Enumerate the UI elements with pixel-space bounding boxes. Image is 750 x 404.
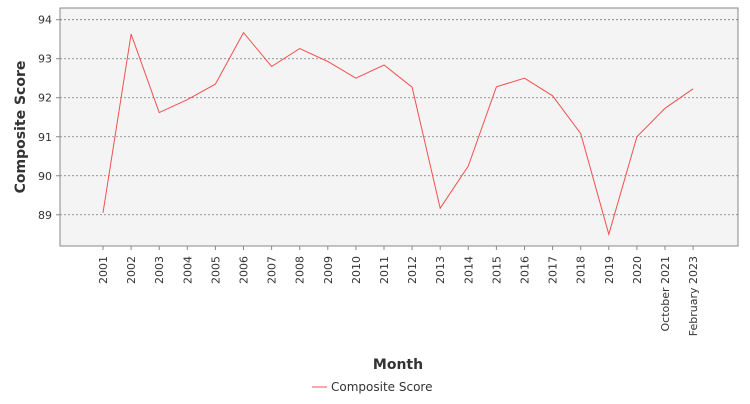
series-line-composite-score — [102, 31, 694, 237]
x-tick-label: 2013 — [434, 256, 447, 284]
x-tick-label: 2001 — [97, 256, 110, 284]
x-tick-label: 2005 — [209, 256, 222, 284]
data-point — [298, 47, 301, 50]
data-point — [495, 85, 498, 88]
data-point — [551, 94, 554, 97]
gridlines — [60, 19, 738, 216]
x-tick-label: February 2023 — [687, 256, 700, 336]
data-point — [607, 233, 610, 236]
data-point — [411, 86, 414, 89]
x-axis-title: Month — [373, 357, 423, 373]
x-tick-label: 2015 — [490, 256, 503, 284]
y-tick-label-91: 91 — [38, 131, 52, 144]
y-axis-title: Composite Score — [13, 61, 29, 194]
x-tick-label: 2006 — [238, 256, 251, 284]
data-point — [467, 165, 470, 168]
y-axis-ticks: 89 90 91 92 93 94 — [38, 14, 60, 222]
x-tick-label: 2016 — [519, 256, 532, 284]
data-point — [664, 107, 667, 110]
x-tick-label: 2017 — [547, 256, 560, 284]
data-point — [186, 98, 189, 101]
x-tick-label: 2010 — [350, 256, 363, 284]
x-tick-label: October 2021 — [659, 256, 672, 332]
data-point — [270, 65, 273, 68]
data-point — [102, 211, 105, 214]
data-point — [354, 77, 357, 80]
data-point — [214, 83, 217, 86]
x-tick-label: 2002 — [125, 256, 138, 284]
legend-label-composite-score: Composite Score — [331, 380, 432, 394]
x-tick-label: 2019 — [603, 256, 616, 284]
x-tick-label: 2014 — [462, 256, 475, 284]
x-tick-label: 2009 — [322, 256, 335, 284]
y-tick-label-89: 89 — [38, 209, 52, 222]
x-tick-label: 2008 — [294, 256, 307, 284]
data-point — [579, 132, 582, 135]
x-tick-label: 2004 — [181, 256, 194, 284]
data-point — [383, 63, 386, 66]
y-tick-label-94: 94 — [38, 14, 52, 27]
y-tick-label-92: 92 — [38, 92, 52, 105]
x-tick-label: 2020 — [631, 256, 644, 284]
y-tick-label-93: 93 — [38, 53, 52, 66]
x-tick-label: 2011 — [378, 256, 391, 284]
data-point — [130, 33, 133, 36]
data-point — [326, 60, 329, 63]
series-layer — [102, 31, 695, 237]
data-point — [692, 87, 695, 90]
data-point — [242, 31, 245, 34]
x-tick-label: 2018 — [575, 256, 588, 284]
plot-area — [59, 7, 739, 247]
legend: Composite Score — [312, 380, 432, 394]
x-axis-ticks: 2001 2002 2003 2004 2005 2006 2007 2008 2009 2010… — [97, 246, 700, 336]
data-point — [439, 207, 442, 210]
x-tick-label: 2003 — [153, 256, 166, 284]
x-tick-label: 2012 — [406, 256, 419, 284]
data-point — [523, 77, 526, 80]
data-point — [158, 111, 161, 114]
x-tick-label: 2007 — [266, 256, 279, 284]
y-tick-label-90: 90 — [38, 170, 52, 183]
data-point — [635, 135, 638, 138]
